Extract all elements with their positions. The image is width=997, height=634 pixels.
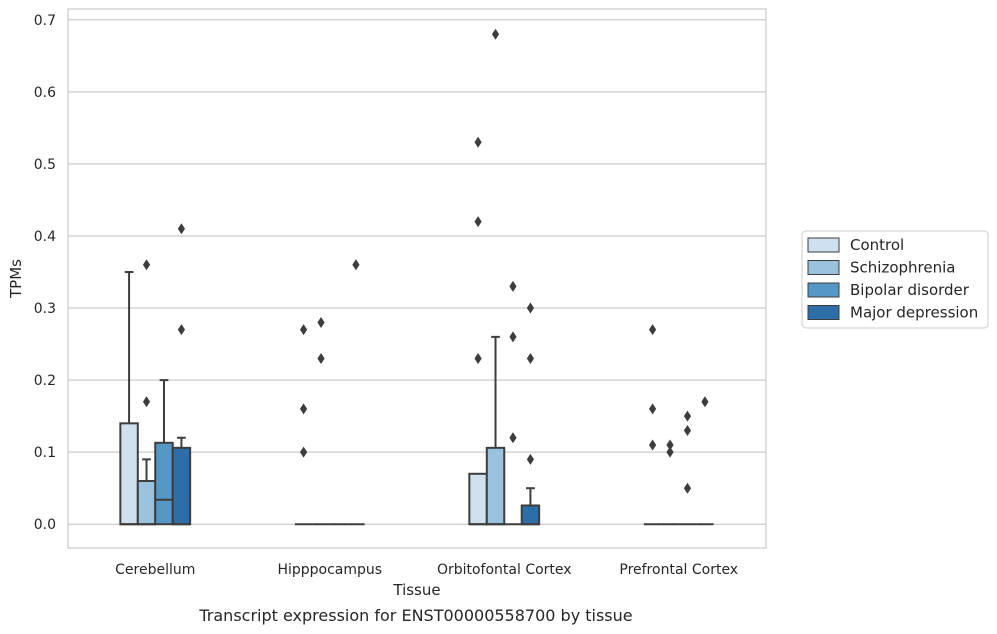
x-tick-labels: Cerebellum Hipppocampus Orbitofontal Corte… [115,562,738,578]
outlier-point [526,352,535,364]
box-body [136,479,157,526]
boxes [119,271,714,526]
box-bipolar-disorder [154,379,174,526]
legend-frame [801,230,989,329]
box-control [119,271,139,526]
outlier-point [683,482,692,494]
outlier-point [474,352,482,364]
outlier-point [317,316,325,328]
outlier-point [509,432,517,444]
outlier-point [509,331,517,343]
outlier-point [142,259,151,271]
y-tick-label: 0.4 [34,229,56,245]
outlier-point [526,302,535,314]
legend-label: Schizophrenia [850,259,955,277]
legend-swatch [807,260,840,275]
outlier-point [683,410,692,422]
legend-swatch [807,305,840,320]
outlier-point [299,446,308,458]
figure-caption: Transcript expression for ENST0000055870… [199,606,633,625]
box-body [171,446,192,526]
legend-label: Bipolar disorder [850,281,970,299]
box-schizophrenia [136,458,157,526]
outlier-point [701,396,709,408]
y-tick-label: 0.1 [34,445,56,461]
outlier-point [491,28,500,40]
x-tick-label: Prefrontal Cortex [619,562,738,578]
outlier-point [177,324,186,336]
legend-swatch [807,282,840,298]
outlier-point [352,259,360,271]
outlier-point [526,453,535,465]
outlier-point [509,280,517,292]
outlier-point [666,446,674,458]
outlier-point [648,439,657,451]
y-tick-label: 0.0 [34,517,56,533]
x-tick-label: Cerebellum [115,562,195,578]
outlier-point [474,136,482,148]
y-axis-label: TPMs [7,259,25,299]
y-tick-label: 0.5 [34,157,56,173]
outlier-point [666,439,674,451]
x-tick-label: Orbitofontal Cortex [437,562,572,578]
plot-frame [67,8,767,549]
outlier-point [317,352,325,364]
y-tick-label: 0.7 [34,13,56,29]
legend-label: Major depression [850,304,978,322]
box-body [154,441,174,526]
outlier-point [648,324,657,336]
outlier-point [142,396,151,408]
x-axis-label: Tissue [392,581,440,599]
y-tick-labels: 0.0 0.1 0.2 0.3 0.4 0.5 0.6 0.7 [34,13,56,533]
outlier-point [648,403,657,415]
box-control [468,472,488,526]
outlier-points [142,28,709,494]
y-tick-label: 0.3 [34,301,56,317]
legend: Control Schizophrenia Bipolar disorder Majo… [801,230,989,329]
outlier-point [299,403,308,415]
legend-swatch [807,237,840,253]
outlier-point [177,223,186,235]
box-major-depression [520,487,541,526]
box-major-depression [171,436,192,526]
box-schizophrenia [485,335,506,526]
box-body [485,446,506,526]
box-body [520,504,541,526]
y-tick-label: 0.6 [34,85,56,101]
box-body [119,422,139,526]
y-tick-label: 0.2 [34,373,56,389]
outlier-point [683,425,692,437]
outlier-point [474,216,482,228]
box-body [468,472,488,526]
outlier-point [299,324,308,336]
x-tick-label: Hipppocampus [277,562,382,578]
legend-label: Control [850,236,904,254]
